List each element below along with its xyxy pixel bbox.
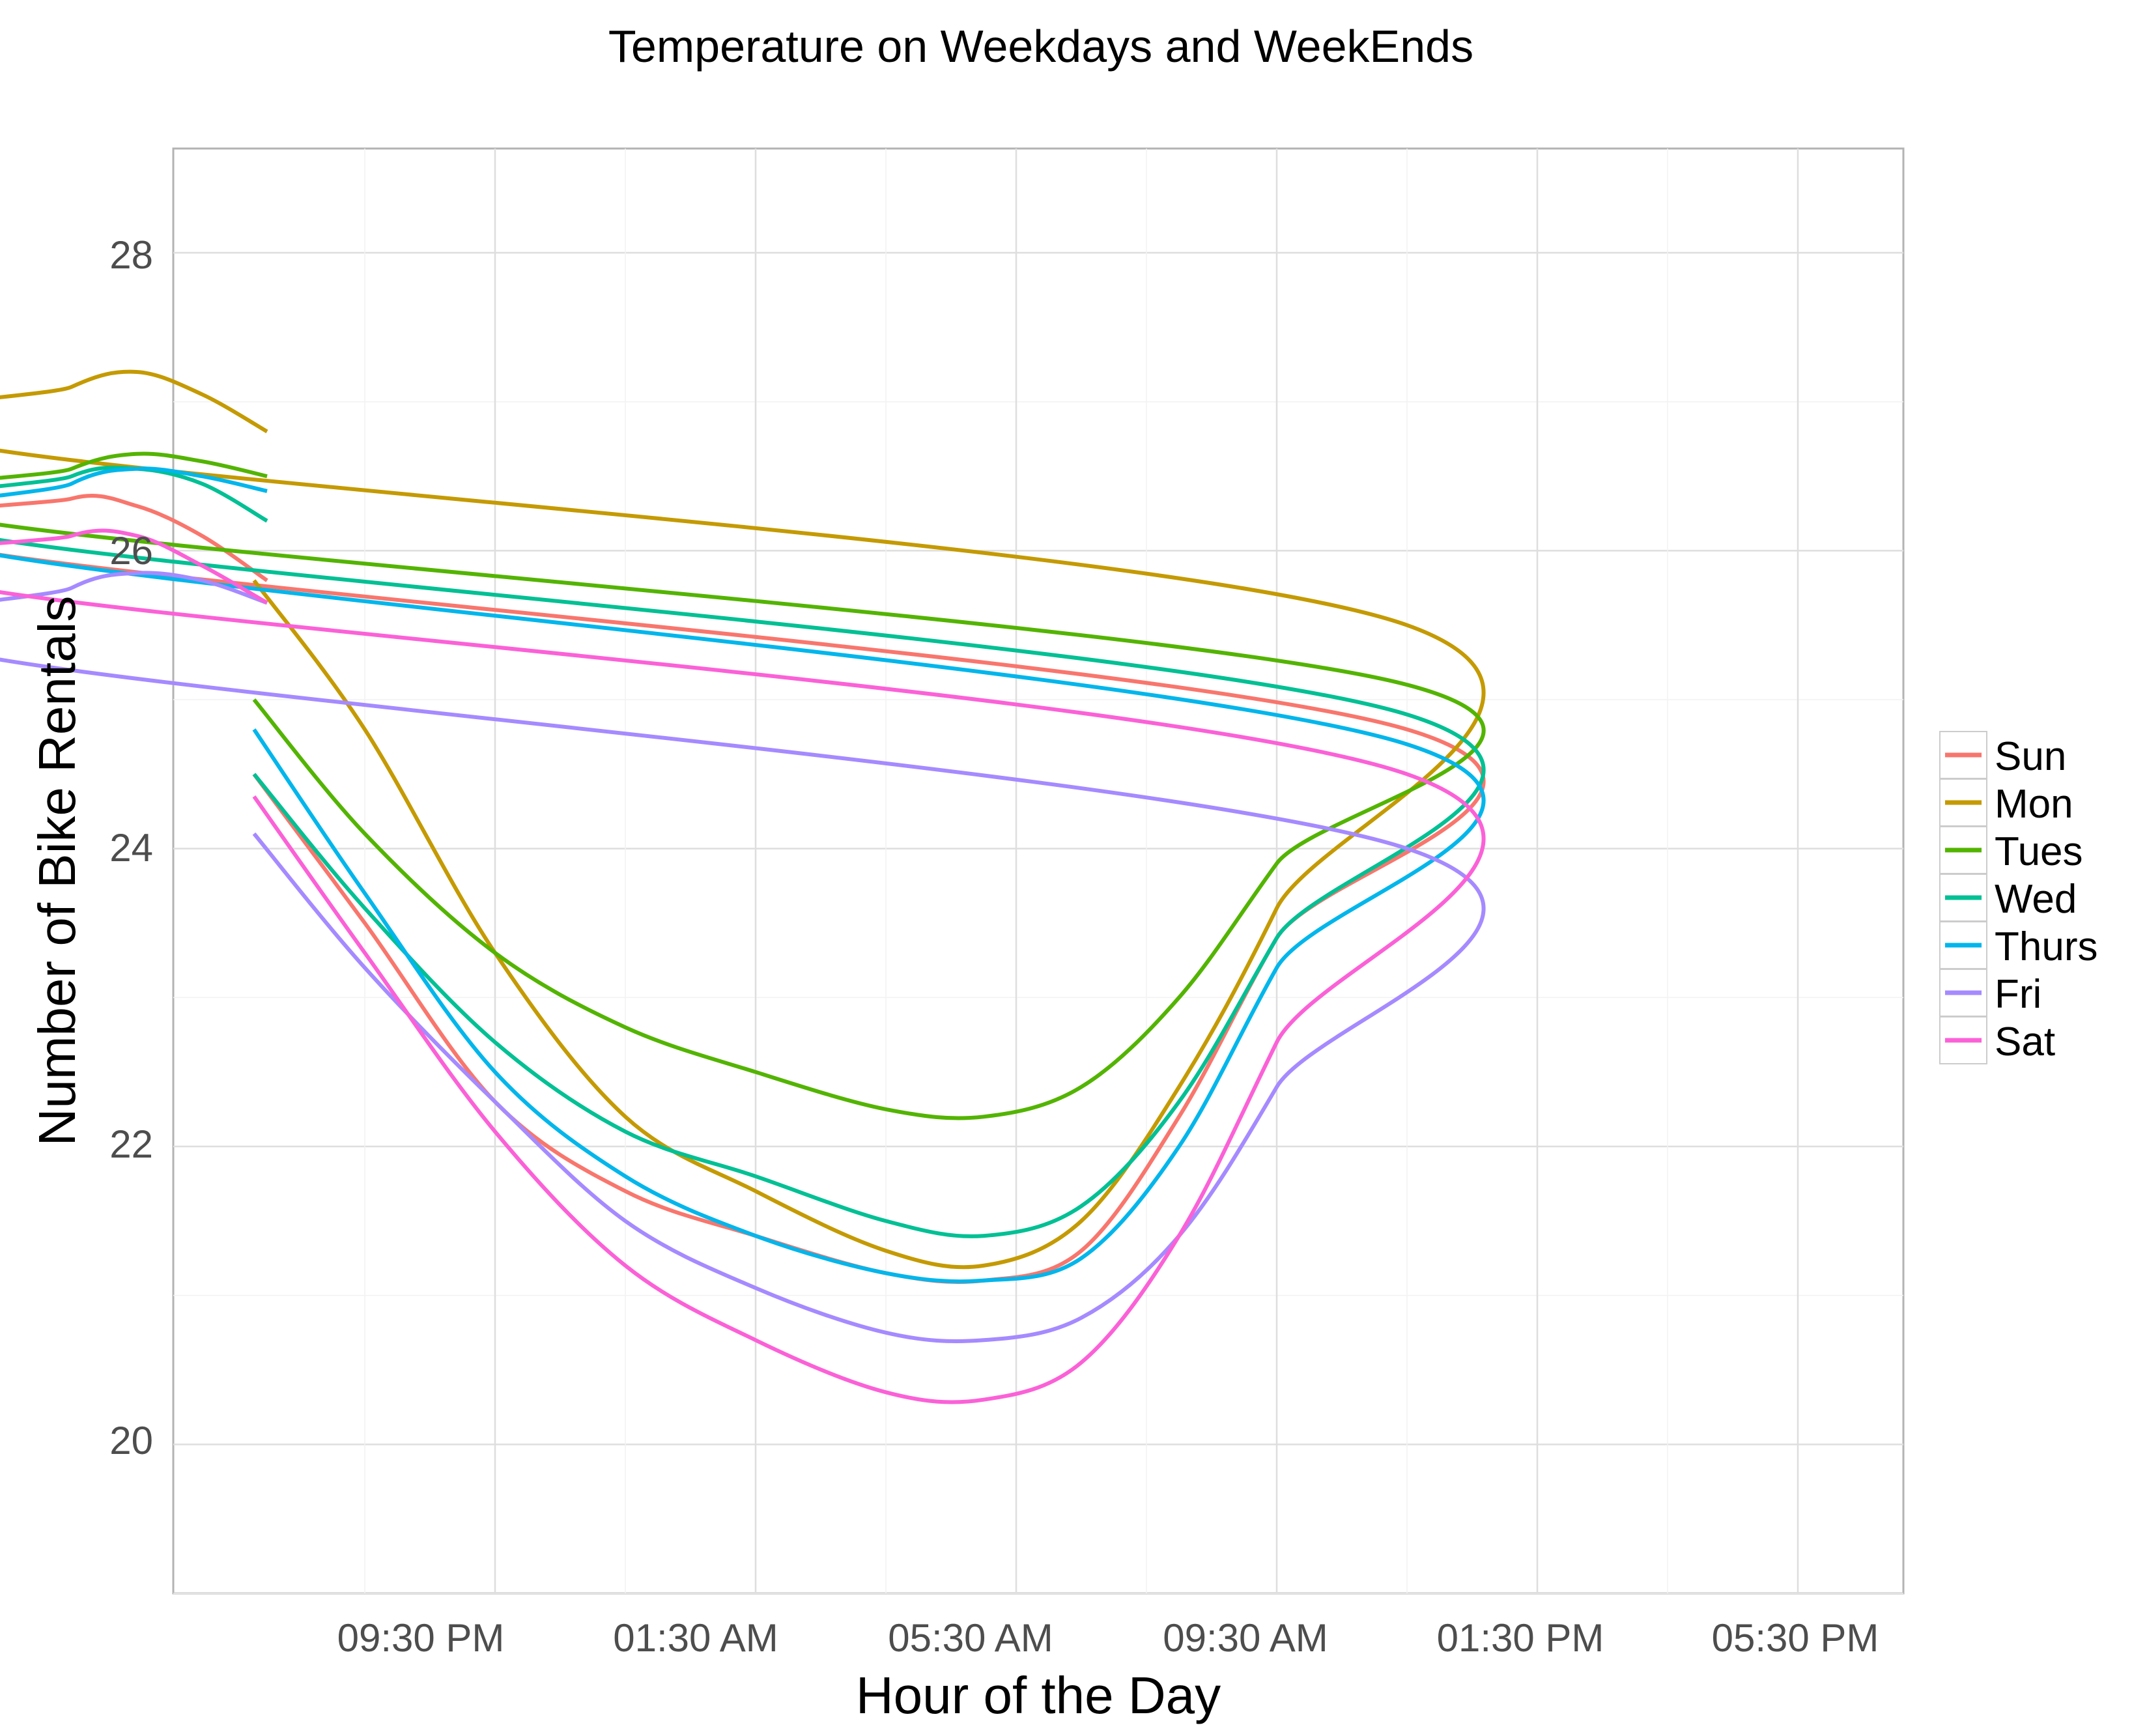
series-line-wed — [0, 465, 1486, 1238]
x-axis: 09:30 PM 01:30 AM 05:30 AM 09:30 AM 01:3… — [337, 1616, 1879, 1660]
chart-title: Temperature on Weekdays and WeekEnds — [608, 21, 1473, 72]
legend-label-sat: Sat — [1995, 1019, 2055, 1064]
legend-label-wed: Wed — [1995, 877, 2077, 922]
series-lines — [0, 369, 1486, 1404]
legend-label-fri: Fri — [1995, 972, 2041, 1017]
y-tick-label: 22 — [109, 1122, 153, 1166]
series-line-mon — [0, 369, 1486, 1270]
legend-label-sun: Sun — [1995, 734, 2066, 779]
y-tick-label: 28 — [109, 233, 153, 277]
legend-label-tues: Tues — [1995, 829, 2083, 874]
x-tick-label: 01:30 AM — [613, 1616, 778, 1660]
grid-lines — [173, 149, 1903, 1594]
y-tick-label: 24 — [109, 826, 153, 870]
y-tick-label: 26 — [109, 529, 153, 573]
legend-label-thurs: Thurs — [1995, 924, 2097, 969]
y-tick-label: 20 — [109, 1419, 153, 1462]
y-axis-title: Number of Bike Rentals — [28, 596, 86, 1146]
legend: Sun Mon Tues Wed Thurs Fri Sat — [1939, 731, 2097, 1064]
x-tick-label: 01:30 PM — [1437, 1616, 1604, 1660]
y-axis: 20 22 24 26 28 — [109, 233, 153, 1462]
series-line-tues — [0, 451, 1486, 1120]
x-tick-label: 05:30 PM — [1712, 1616, 1879, 1660]
series-line-fri — [0, 571, 1486, 1344]
series-line-thurs — [0, 466, 1486, 1284]
x-tick-label: 09:30 PM — [337, 1616, 505, 1660]
x-tick-label: 05:30 AM — [888, 1616, 1053, 1660]
series-line-sat — [0, 528, 1486, 1404]
x-axis-title: Hour of the Day — [856, 1666, 1221, 1724]
legend-label-mon: Mon — [1995, 782, 2073, 827]
plot-panel — [172, 147, 1905, 1595]
x-tick-label: 09:30 AM — [1163, 1616, 1328, 1660]
